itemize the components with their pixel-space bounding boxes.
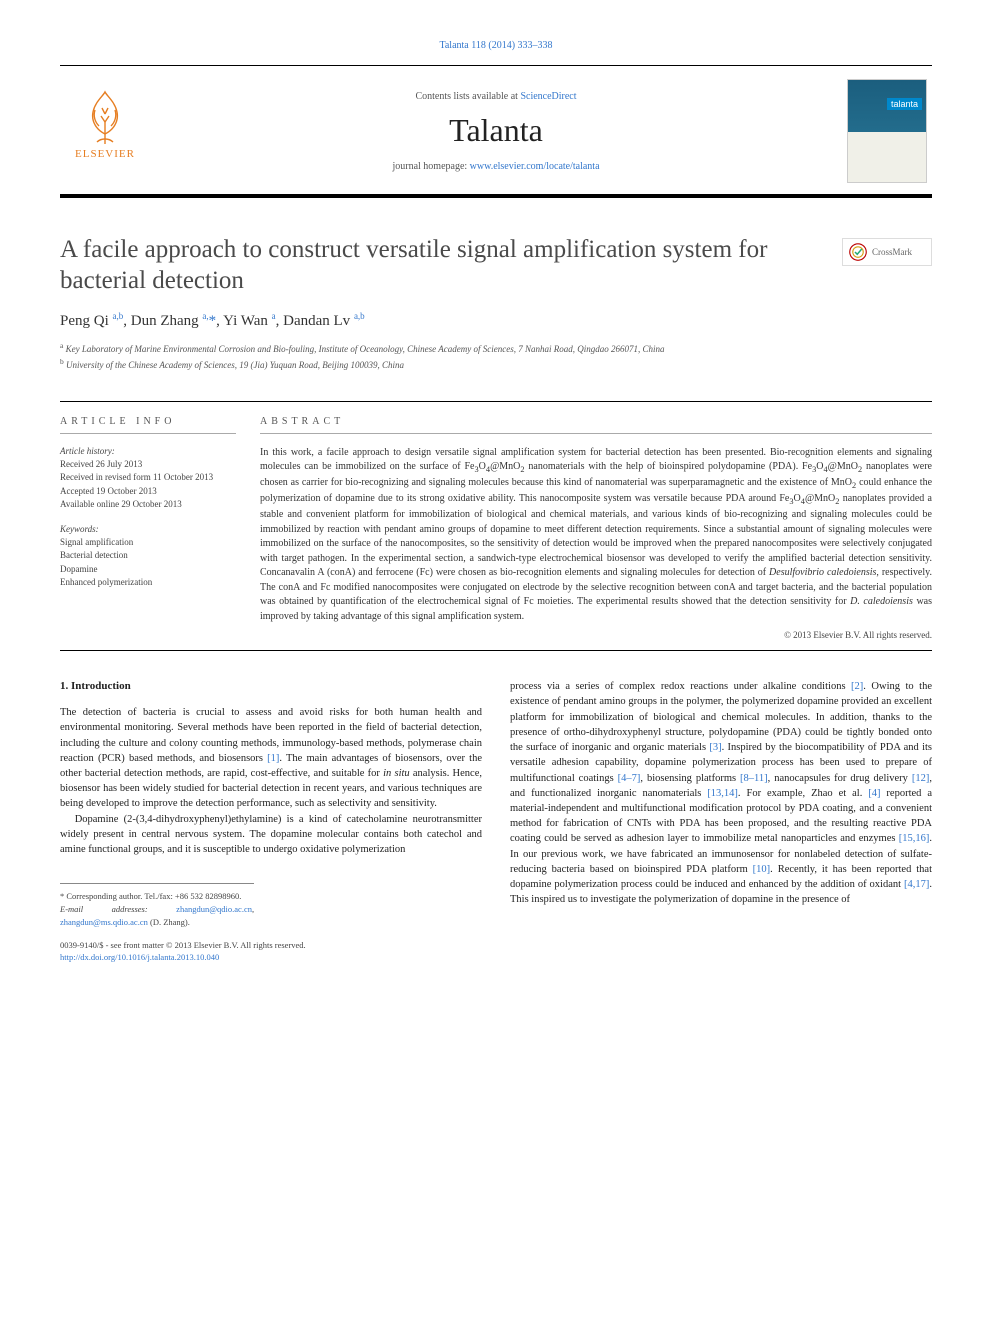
- email-1-link[interactable]: zhangdun@qdio.ac.cn: [176, 904, 252, 914]
- citation-header: Talanta 118 (2014) 333–338: [60, 40, 932, 51]
- journal-name: Talanta: [150, 112, 842, 149]
- article-info-heading: article info: [60, 416, 236, 434]
- journal-cover-thumb[interactable]: talanta: [847, 79, 927, 183]
- homepage-prefix: journal homepage:: [392, 161, 469, 172]
- abstract-copyright: © 2013 Elsevier B.V. All rights reserved…: [260, 630, 932, 640]
- article-info-col: article info Article history: Received 2…: [60, 401, 260, 641]
- affiliation-a: a Key Laboratory of Marine Environmental…: [60, 340, 826, 357]
- elsevier-logo[interactable]: ELSEVIER: [65, 86, 145, 176]
- body-two-columns: 1. Introduction The detection of bacteri…: [60, 679, 932, 964]
- crossmark-icon: [849, 243, 867, 261]
- keyword-2: Bacterial detection: [60, 549, 236, 563]
- article-title: A facile approach to construct versatile…: [60, 234, 826, 297]
- cover-thumb-label: talanta: [887, 98, 922, 110]
- journal-homepage-link[interactable]: www.elsevier.com/locate/talanta: [470, 161, 600, 172]
- crossmark-label: CrossMark: [872, 247, 912, 257]
- email-label: E-mail addresses:: [60, 904, 176, 914]
- footnotes: * Corresponding author. Tel./fax: +86 53…: [60, 883, 254, 928]
- intro-para-2: Dopamine (2-(3,4-dihydroxyphenyl)ethylam…: [60, 812, 482, 858]
- issn-line: 0039-9140/$ - see front matter © 2013 El…: [60, 939, 482, 952]
- doi-link[interactable]: http://dx.doi.org/10.1016/j.talanta.2013…: [60, 952, 219, 962]
- abstract-bottom-rule: [60, 650, 932, 651]
- history-received: Received 26 July 2013: [60, 458, 236, 472]
- intro-para-3: process via a series of complex redox re…: [510, 679, 932, 907]
- keywords-label: Keywords:: [60, 524, 236, 534]
- history-online: Available online 29 October 2013: [60, 498, 236, 512]
- keyword-1: Signal amplification: [60, 536, 236, 550]
- masthead-right: talanta: [842, 76, 932, 186]
- masthead: ELSEVIER Contents lists available at Sci…: [60, 65, 932, 198]
- masthead-center: Contents lists available at ScienceDirec…: [150, 91, 842, 172]
- intro-para-1: The detection of bacteria is crucial to …: [60, 705, 482, 812]
- publisher-name: ELSEVIER: [65, 148, 145, 160]
- elsevier-tree-icon: [75, 86, 135, 146]
- author-list: Peng Qi a,b, Dun Zhang a,*, Yi Wan a, Da…: [60, 311, 826, 330]
- keyword-3: Dopamine: [60, 563, 236, 577]
- article-head: A facile approach to construct versatile…: [60, 234, 932, 393]
- abstract-text: In this work, a facile approach to desig…: [260, 446, 932, 625]
- corresponding-author-note: * Corresponding author. Tel./fax: +86 53…: [60, 890, 254, 903]
- cover-thumb-body: [848, 132, 926, 182]
- publisher-logo-block: ELSEVIER: [60, 86, 150, 176]
- email-line: E-mail addresses: zhangdun@qdio.ac.cn, z…: [60, 903, 254, 929]
- crossmark-badge[interactable]: CrossMark: [842, 238, 932, 266]
- abstract-heading: abstract: [260, 416, 932, 434]
- contents-lists-line: Contents lists available at ScienceDirec…: [150, 91, 842, 102]
- info-abstract-row: article info Article history: Received 2…: [60, 401, 932, 641]
- contents-lists-prefix: Contents lists available at: [415, 91, 520, 102]
- body-col-left: 1. Introduction The detection of bacteri…: [60, 679, 482, 964]
- affiliations: a Key Laboratory of Marine Environmental…: [60, 340, 826, 373]
- history-label: Article history:: [60, 446, 236, 456]
- article-head-main: A facile approach to construct versatile…: [60, 234, 826, 393]
- abstract-col: abstract In this work, a facile approach…: [260, 402, 932, 641]
- footer-bar: 0039-9140/$ - see front matter © 2013 El…: [60, 939, 482, 965]
- section-1-heading: 1. Introduction: [60, 679, 482, 695]
- affiliation-b: b University of the Chinese Academy of S…: [60, 356, 826, 373]
- body-col-right: process via a series of complex redox re…: [510, 679, 932, 964]
- email-name: (D. Zhang).: [148, 917, 190, 927]
- history-revised: Received in revised form 11 October 2013: [60, 471, 236, 485]
- page-container: Talanta 118 (2014) 333–338: [0, 0, 992, 994]
- email-sep: ,: [252, 904, 254, 914]
- history-accepted: Accepted 19 October 2013: [60, 485, 236, 499]
- journal-homepage-line: journal homepage: www.elsevier.com/locat…: [150, 161, 842, 172]
- email-2-link[interactable]: zhangdun@ms.qdio.ac.cn: [60, 917, 148, 927]
- citation-link[interactable]: Talanta 118 (2014) 333–338: [439, 40, 552, 51]
- keyword-4: Enhanced polymerization: [60, 576, 236, 590]
- sciencedirect-link[interactable]: ScienceDirect: [520, 91, 576, 102]
